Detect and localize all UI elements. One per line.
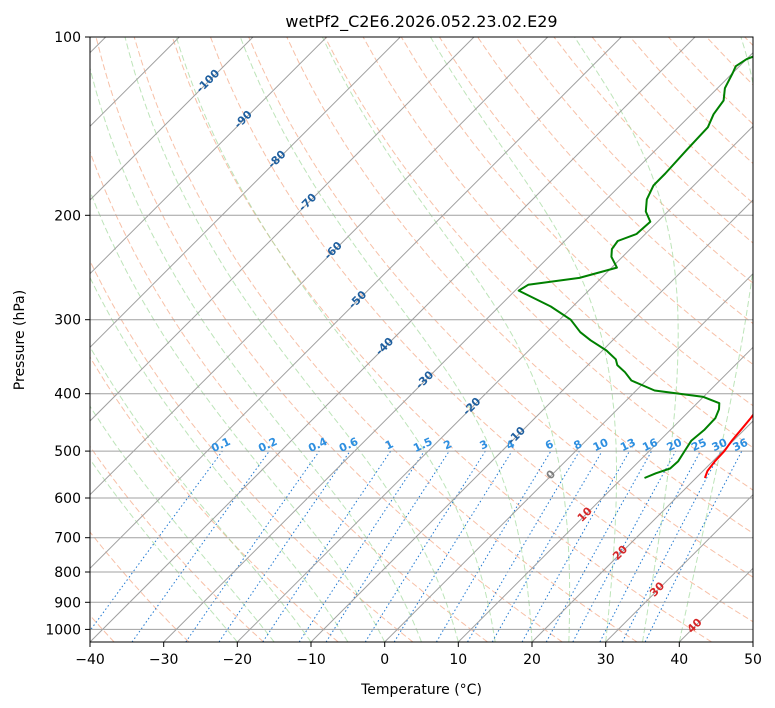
- y-tick-label: 100: [54, 30, 81, 46]
- dry-adiabat: [438, 37, 753, 366]
- mixing-ratio-line: [325, 450, 450, 642]
- moist-adiabat: [90, 189, 386, 642]
- x-tick-label: 10: [449, 652, 467, 668]
- y-tick-label: 700: [54, 531, 81, 547]
- dry-adiabat: [90, 531, 190, 642]
- mixing-ratio-line: [644, 450, 743, 642]
- dry-adiabat: [90, 150, 488, 642]
- isotherm: [90, 37, 254, 201]
- isotherm: [90, 37, 475, 422]
- mixing-ratio-line: [185, 450, 320, 642]
- plot-frame: [89, 36, 754, 643]
- isotherm: [163, 51, 753, 642]
- dry-adiabat: [248, 37, 753, 578]
- dry-adiabat: [400, 37, 753, 407]
- isotherm: [384, 272, 753, 642]
- isotherm: [605, 493, 753, 642]
- dewpoint-profile: [517, 55, 753, 479]
- dry-adiabat: [515, 37, 753, 284]
- temperature-profile: [703, 413, 753, 479]
- isotherm: [531, 420, 753, 642]
- mixing-ratio-line: [90, 450, 223, 632]
- x-tick-label: −20: [223, 652, 253, 668]
- x-tick-label: −30: [149, 652, 179, 668]
- mixing-ratio-line: [262, 450, 392, 642]
- moist-adiabat: [239, 37, 533, 642]
- isotherm: [310, 199, 753, 642]
- x-tick-label: −40: [75, 652, 105, 668]
- y-tick-label: 600: [54, 491, 81, 507]
- mixing-ratio-label: 13: [618, 436, 637, 454]
- moist-adiabat: [90, 458, 238, 642]
- y-tick-label: 800: [54, 565, 81, 581]
- moist-adiabat: [574, 37, 679, 642]
- x-tick-label: 0: [380, 652, 389, 668]
- moist-adiabat: [90, 346, 312, 642]
- x-tick-label: 40: [670, 652, 688, 668]
- profile-lines: [517, 55, 753, 479]
- dry-adiabat: [133, 37, 638, 642]
- moist-adiabat: [90, 276, 349, 642]
- mixing-ratio-label: 36: [731, 436, 751, 454]
- isotherm: [90, 37, 622, 570]
- background-lines: [90, 37, 753, 642]
- dry-adiabat: [171, 37, 712, 642]
- isotherm: [90, 37, 549, 496]
- mixing-ratio-line: [521, 450, 630, 642]
- moist-adiabat: [124, 37, 459, 642]
- chart-title: wetPf2_C2E6.2026.052.23.02.E29: [285, 12, 557, 32]
- moist-adiabat: [90, 405, 275, 642]
- y-tick-label: 1000: [45, 622, 81, 638]
- mixing-ratio-line: [393, 450, 513, 642]
- dry-adiabat: [90, 445, 264, 642]
- mixing-ratio-line: [572, 450, 677, 642]
- mixing-ratio-line: [218, 450, 351, 642]
- moist-adiabat: [678, 37, 753, 642]
- x-tick-label: 50: [744, 652, 762, 668]
- y-axis-label: Pressure (hPa): [12, 290, 28, 390]
- x-axis-label: Temperature (°C): [360, 682, 482, 698]
- x-tick-label: 30: [597, 652, 615, 668]
- isotherm: [90, 37, 401, 349]
- y-tick-label: 200: [54, 208, 81, 224]
- axes: −40 −30 −20 −10 0 10 20 30 40 50 100 200 300 400 500 60…: [45, 30, 762, 668]
- dry-adiabat: [210, 37, 753, 623]
- mixing-ratio-label: 10: [591, 436, 611, 454]
- isotherm: [90, 37, 696, 642]
- mixing-ratio-line: [131, 450, 270, 642]
- isotherm: [457, 346, 753, 642]
- dry-adiabat: [90, 356, 339, 642]
- y-tick-label: 400: [54, 387, 81, 403]
- moist-adiabat: [430, 37, 617, 642]
- x-tick-label: 20: [523, 652, 541, 668]
- mixing-ratio-label: 16: [640, 436, 660, 454]
- y-tick-label: 900: [54, 595, 81, 611]
- y-tick-label: 300: [54, 313, 81, 329]
- moist-adiabat: [90, 66, 422, 642]
- y-tick-label: 500: [54, 444, 81, 460]
- mixing-ratio-line: [545, 450, 653, 642]
- dry-adiabat: [95, 37, 563, 642]
- isotherm: [90, 37, 328, 275]
- mixing-ratio-label: 30: [710, 436, 730, 454]
- mixing-ratio-line: [298, 450, 425, 642]
- mixing-ratio-label: 20: [665, 436, 685, 454]
- moist-adiabat: [175, 37, 496, 642]
- mixing-ratio-label: 25: [689, 436, 708, 454]
- isotherm: [236, 125, 753, 642]
- moist-adiabat: [321, 37, 571, 642]
- x-tick-label: −10: [296, 652, 326, 668]
